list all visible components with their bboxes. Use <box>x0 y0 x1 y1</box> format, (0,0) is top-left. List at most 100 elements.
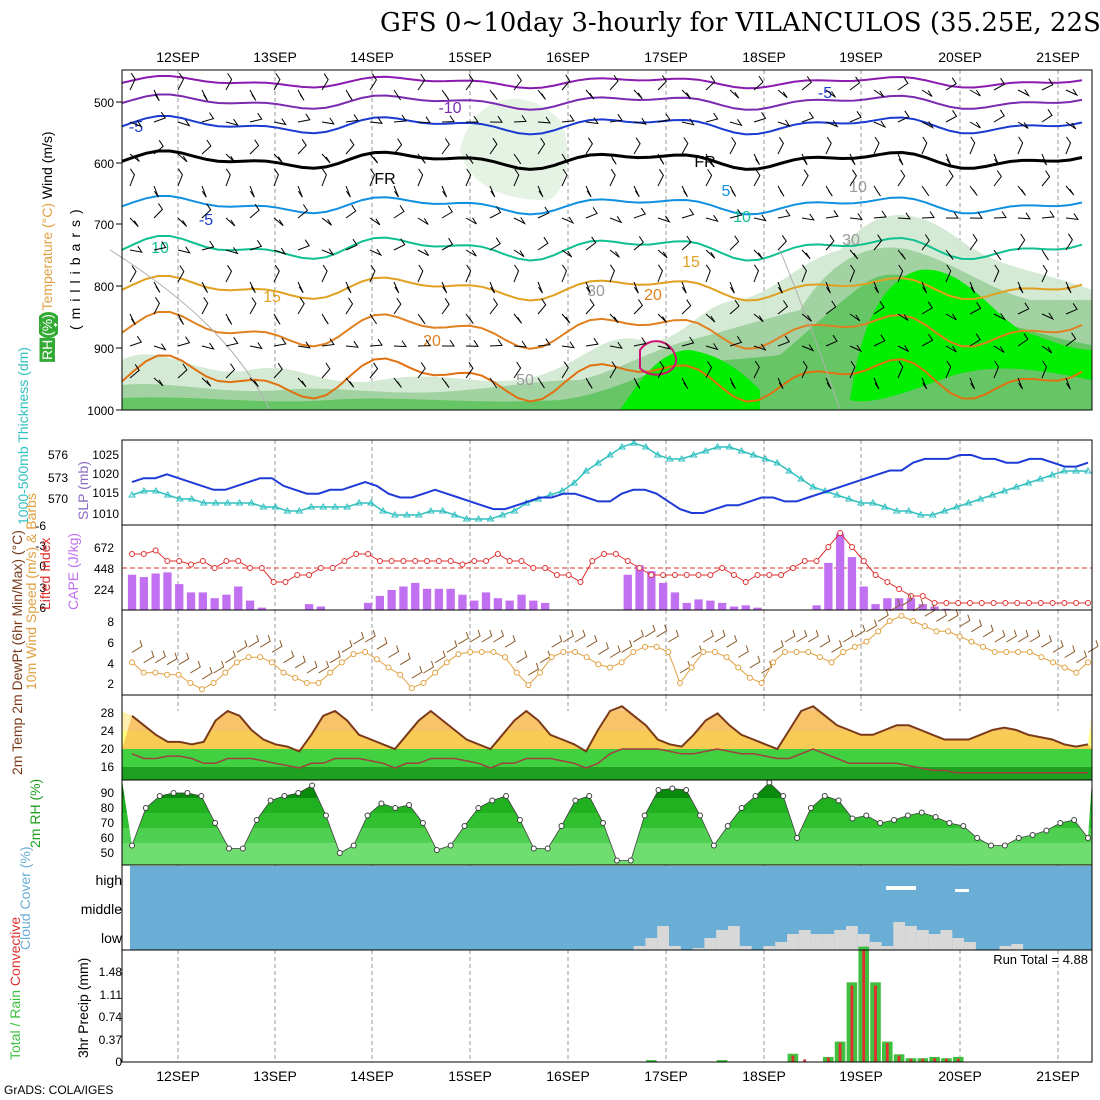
lifted-index-line-point <box>601 551 608 557</box>
lifted-index-line-point <box>801 558 808 564</box>
wind-barb <box>393 297 402 315</box>
wind-barb-10m <box>551 635 563 648</box>
wind-barb <box>945 313 957 321</box>
wind-barb <box>777 335 790 347</box>
wind-barb-10m <box>190 660 201 674</box>
precip-tick-label: 0 <box>115 1055 122 1069</box>
wind-barb <box>633 377 641 389</box>
wind-speed-line-point <box>420 680 427 686</box>
cloud-low-bar <box>881 946 894 950</box>
thickness-line-point <box>653 451 662 458</box>
cape-bar <box>694 599 703 610</box>
isotherm-minus-15 <box>121 75 1083 90</box>
wind-barb <box>153 203 164 219</box>
wind-barb <box>1065 377 1071 390</box>
wind-speed-line-point <box>723 654 730 661</box>
wind-barb <box>249 185 255 198</box>
thickness-line-point <box>641 443 650 450</box>
wind-barb <box>465 313 474 324</box>
cloud-tick-label: high <box>96 872 122 888</box>
wind-barb <box>993 313 1007 321</box>
wind-barb <box>753 214 767 222</box>
wind-barb <box>585 137 593 155</box>
wind-barb-10m <box>959 614 971 627</box>
wind-barb <box>609 216 623 224</box>
rh-line-point <box>1043 827 1050 834</box>
wind-speed-line-point <box>140 669 147 676</box>
wind-barb <box>921 377 928 390</box>
lifted-index-line-point <box>789 565 796 571</box>
rh-line-point <box>392 805 399 811</box>
thickness-line-point <box>988 491 997 498</box>
wind-barb <box>609 249 620 258</box>
cape-bar <box>871 604 880 610</box>
lifted-index-line-point <box>766 572 773 578</box>
cape-bar <box>682 602 691 610</box>
wind-barb <box>801 344 815 352</box>
wind-barb-10m <box>947 609 959 622</box>
cape-bar <box>175 584 184 610</box>
wind-barb <box>681 208 695 219</box>
wind-barb-10m <box>574 629 586 643</box>
wind-barb <box>993 211 1007 219</box>
wind-barb <box>153 377 164 387</box>
wind-barb-10m <box>516 650 528 664</box>
wind-barb <box>729 89 740 99</box>
thickness-line-point <box>1072 467 1080 474</box>
wind-barb <box>1017 121 1029 129</box>
contour-label: 20 <box>644 287 662 304</box>
rh-line-point <box>156 793 163 799</box>
wind-barb <box>801 153 808 166</box>
upper-ylabel-units-text: (millibars) <box>67 203 83 330</box>
wind-speed-line-point <box>502 654 509 661</box>
cape-bar <box>659 582 668 610</box>
precip-conv-bar <box>826 1057 830 1062</box>
wind-barb <box>273 362 283 379</box>
rh-line-point <box>1001 842 1008 849</box>
lifted-index-line-point <box>1037 600 1044 606</box>
x-tick-label-bottom: 21SEP <box>1036 1068 1080 1084</box>
wind-barb-10m <box>563 629 574 643</box>
wind-barb <box>537 298 547 315</box>
wind-barb <box>921 281 928 294</box>
wind-barb <box>873 377 880 390</box>
rh-line-point <box>586 793 593 799</box>
rh-line-point <box>960 823 967 829</box>
lifted-index-line-point <box>671 572 678 578</box>
cape-bar <box>706 600 715 610</box>
lifted-index-line-point <box>636 565 643 571</box>
rh-band <box>122 843 1092 865</box>
wind-speed-line-point <box>758 680 765 686</box>
wind-barb <box>969 281 976 294</box>
wind-barb <box>849 213 863 221</box>
wind-barb <box>393 281 400 294</box>
wind-barb-10m <box>749 655 761 669</box>
wind-barb-10m <box>423 660 435 674</box>
cloud-low-bar <box>716 930 728 950</box>
thickness-line-point <box>785 467 794 474</box>
wind-barb <box>873 234 883 251</box>
rh-line-point <box>807 805 814 811</box>
contour-label: 20 <box>423 333 441 350</box>
wind-barb <box>777 281 783 294</box>
thickness-ylabel: 1000-500mb Thickness (dm) <box>15 347 31 525</box>
wind-barb <box>393 238 406 251</box>
precip-total-bar <box>716 1060 728 1062</box>
lifted-index-line-point <box>365 551 372 557</box>
cloud-low-bar <box>645 938 658 950</box>
wind-barb <box>441 281 448 294</box>
contour-label: 15 <box>682 254 700 271</box>
wind-barb <box>1041 170 1051 187</box>
wind-barb <box>969 211 983 219</box>
thickness-line-point <box>916 511 925 518</box>
wind-barb <box>657 249 668 259</box>
precip-conv-bar <box>803 1059 807 1062</box>
wind-speed-line-point <box>187 680 194 686</box>
cloud-low-bar <box>834 930 846 950</box>
wind-barb <box>1041 264 1048 283</box>
wind-barb-10m <box>143 650 155 664</box>
wind-speed-line-point <box>408 685 415 692</box>
wind-barb <box>585 377 593 389</box>
wind-barb <box>753 249 763 259</box>
wind-barb <box>297 185 303 198</box>
